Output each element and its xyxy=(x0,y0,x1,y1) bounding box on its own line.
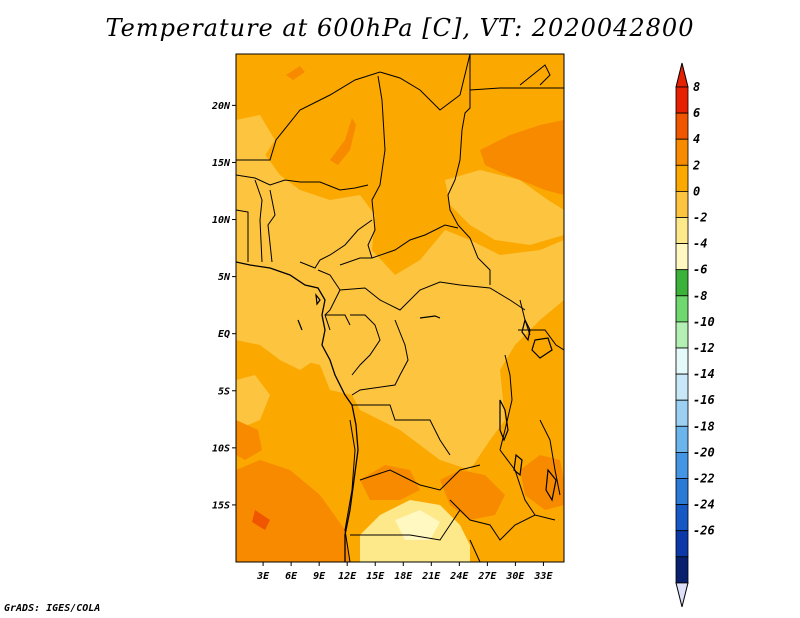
lat-label: 15S xyxy=(212,500,230,511)
lon-label: 27E xyxy=(477,571,497,582)
colorbar-level-label: 6 xyxy=(693,106,700,120)
colorbar-level-label: -4 xyxy=(693,237,707,251)
colorbar-level-label: 2 xyxy=(692,158,700,172)
colorbar-swatch xyxy=(675,399,689,427)
colorbar-swatch xyxy=(675,321,689,349)
colorbar-level-label: 0 xyxy=(693,184,700,198)
country-borders xyxy=(236,54,564,562)
colorbar-level-label: -20 xyxy=(693,445,715,459)
colorbar-level-label: -24 xyxy=(693,498,715,512)
colorbar-swatch xyxy=(675,190,689,218)
lon-label: 15E xyxy=(366,571,385,582)
latitude-axis: 20N 15N 10N 5N EQ 5S 10S 15S xyxy=(211,101,236,511)
colorbar-swatch xyxy=(675,138,689,166)
lon-label: 12E xyxy=(338,571,357,582)
lon-label: 24E xyxy=(449,571,469,582)
temperature-field xyxy=(236,54,564,562)
colorbar-level-label: -26 xyxy=(693,524,715,538)
colorbar-level-label: -8 xyxy=(693,289,707,303)
colorbar-level-label: -22 xyxy=(693,472,715,486)
colorbar: 8 6 4 2 0 -2 -4 -6 -8 -10 -12 -14 -16 -18 -20 -22 -24 -26 xyxy=(675,62,715,608)
lat-label: 10S xyxy=(212,443,230,454)
colorbar-swatch xyxy=(675,451,689,479)
colorbar-swatch xyxy=(675,243,689,271)
map-frame xyxy=(235,53,565,563)
lon-label: 6E xyxy=(285,571,298,582)
colorbar-level-label: -18 xyxy=(693,419,715,433)
colorbar-swatch xyxy=(675,530,689,558)
lat-label: 20N xyxy=(211,101,231,112)
colorbar-level-label: -10 xyxy=(693,315,715,329)
colorbar-swatch xyxy=(675,217,689,245)
lon-label: 9E xyxy=(313,571,326,582)
grads-credit: GrADS: IGES/COLA xyxy=(4,603,101,614)
lon-label: 33E xyxy=(533,571,553,582)
colorbar-swatch xyxy=(675,269,689,297)
longitude-axis: 3E 6E 9E 12E 15E 18E 21E 24E 27E 30E 33E xyxy=(256,562,553,582)
lon-label: 3E xyxy=(256,571,270,582)
colorbar-level-label: -14 xyxy=(693,367,715,381)
colorbar-swatch xyxy=(675,425,689,453)
colorbar-level-label: 8 xyxy=(693,80,700,94)
colorbar-top-arrow xyxy=(675,62,689,88)
lakes xyxy=(297,293,557,502)
colorbar-swatch xyxy=(675,164,689,192)
map-title: Temperature at 600hPa [C], VT: 202004280… xyxy=(105,14,695,42)
lat-label: 5N xyxy=(218,272,231,283)
colorbar-bottom-arrow xyxy=(675,582,689,608)
lon-label: 30E xyxy=(505,571,525,582)
colorbar-swatch xyxy=(675,504,689,532)
lon-label: 21E xyxy=(421,571,441,582)
coastline xyxy=(236,261,359,562)
colorbar-level-label: 4 xyxy=(693,132,700,146)
colorbar-swatch xyxy=(675,347,689,375)
colorbar-swatch xyxy=(675,295,689,323)
colorbar-swatch xyxy=(675,478,689,506)
colorbar-level-label: -6 xyxy=(693,263,707,277)
colorbar-swatch xyxy=(675,556,689,584)
colorbar-level-label: -12 xyxy=(693,341,715,355)
colorbar-level-label: -16 xyxy=(693,393,715,407)
lat-label: 5S xyxy=(218,386,230,397)
colorbar-swatch xyxy=(675,86,689,114)
lon-label: 18E xyxy=(394,571,413,582)
colorbar-level-label: -2 xyxy=(693,211,707,225)
colorbar-swatch xyxy=(675,112,689,140)
lat-label: 15N xyxy=(212,158,231,169)
colorbar-swatch xyxy=(675,373,689,401)
lat-label: EQ xyxy=(218,329,230,340)
lat-label: 10N xyxy=(212,215,231,226)
